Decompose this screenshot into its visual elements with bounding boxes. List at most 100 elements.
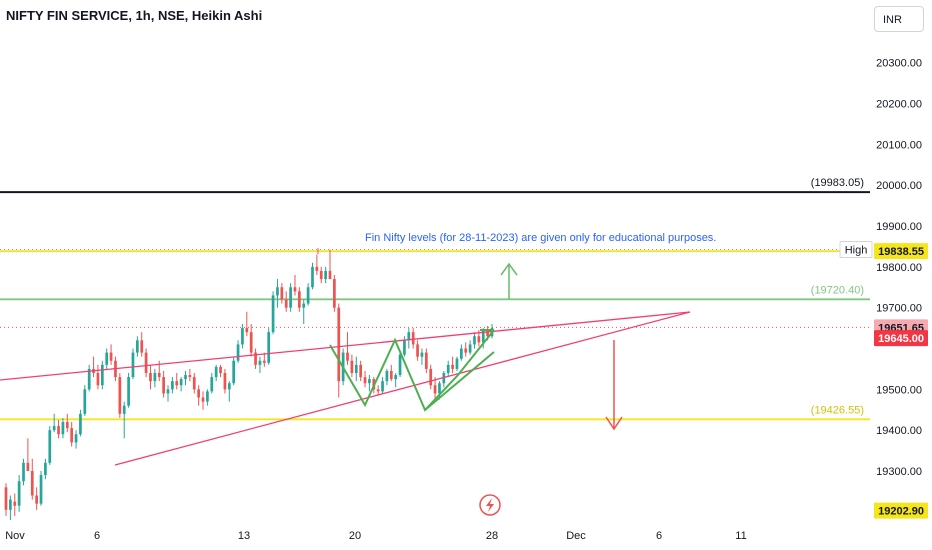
candle (337, 303, 341, 398)
x-tick-label: 6 (656, 530, 662, 542)
candle (254, 348, 257, 369)
x-tick-label: 28 (486, 530, 498, 542)
candle (468, 340, 472, 355)
candle (131, 348, 135, 380)
price-badge: 19202.90 (874, 502, 928, 519)
candle (359, 360, 363, 382)
candle (44, 458, 47, 480)
flash-icon[interactable] (479, 494, 501, 516)
candle (210, 373, 214, 394)
x-tick-label: Nov (5, 530, 25, 542)
candle (232, 356, 236, 386)
candle (13, 493, 17, 516)
levels-layer: (19983.05) (19720.40) (19426.55) (0, 177, 870, 421)
candle (9, 495, 12, 520)
candle (411, 328, 415, 349)
level-label: (19983.05) (811, 177, 864, 189)
candle (385, 368, 389, 386)
candle (429, 364, 433, 390)
candle (171, 377, 174, 394)
candle (381, 377, 384, 394)
candle (376, 385, 380, 396)
candle (127, 373, 130, 408)
candle (92, 356, 95, 378)
candle (267, 328, 271, 365)
chart-annotation: Fin Nifty levels (for 28-11-2023) are gi… (365, 232, 716, 244)
candle (223, 368, 227, 394)
wedge-lower-line (114, 311, 691, 466)
candle (258, 356, 262, 373)
candle (284, 291, 288, 312)
candle (166, 385, 170, 402)
candle (464, 342, 468, 357)
candle (403, 336, 406, 357)
y-tick-label: 19500.00 (876, 384, 922, 396)
candle (302, 299, 306, 324)
y-tick-label: 20100.00 (876, 139, 922, 151)
candle (149, 364, 152, 390)
candle (280, 283, 284, 304)
candle (122, 401, 126, 439)
candle (416, 340, 419, 361)
candle (306, 283, 310, 306)
candle (79, 409, 82, 437)
candle (48, 426, 52, 465)
candle (39, 471, 43, 506)
y-axis: 20300.00 20200.00 20100.00 20000.00 19900.00… (876, 58, 922, 519)
candle (389, 364, 393, 382)
candle (30, 458, 34, 500)
y-tick-label: 20000.00 (876, 180, 922, 192)
price-badge: 19838.55 (874, 243, 928, 260)
candle (245, 311, 249, 337)
x-tick-label: 6 (94, 530, 100, 542)
candle (17, 475, 21, 512)
candle (83, 385, 87, 416)
price-badge-label: High (845, 244, 868, 256)
candle (65, 413, 69, 433)
candle (70, 422, 74, 447)
candle (118, 373, 122, 418)
candle (319, 266, 323, 284)
candle (289, 283, 292, 312)
price-badge-value: 19645.00 (878, 333, 924, 345)
candle (262, 352, 266, 367)
candle (473, 332, 476, 349)
candle (236, 340, 240, 363)
candle (350, 354, 354, 378)
candle (22, 458, 25, 486)
price-badge-value: 19202.90 (878, 506, 924, 518)
candle (162, 370, 165, 398)
candle (61, 417, 65, 439)
candle (192, 373, 196, 394)
candles-layer (4, 249, 494, 520)
y-tick-label: 20200.00 (876, 99, 922, 111)
currency-selector[interactable]: INR (874, 6, 924, 32)
candle (459, 344, 463, 361)
chart-title: NIFTY FIN SERVICE, 1h, NSE, Heikin Ashi (6, 8, 263, 23)
candle (438, 381, 441, 400)
candle (354, 356, 358, 382)
candle (206, 389, 209, 406)
x-axis: Nov 6 13 20 28 Dec 6 11 (5, 530, 746, 542)
candle (297, 287, 301, 312)
candle (442, 370, 446, 388)
candle (271, 291, 275, 335)
candle (293, 275, 297, 296)
candle (227, 381, 231, 402)
x-tick-label: 13 (238, 530, 250, 542)
y-tick-label: 20300.00 (876, 58, 922, 70)
wedge-upper-line (0, 311, 691, 381)
candle (87, 364, 91, 392)
candle (57, 419, 60, 439)
candle (276, 279, 279, 308)
candle (153, 368, 157, 388)
candle (52, 413, 56, 433)
candle (398, 352, 402, 378)
pattern-support (424, 351, 495, 411)
arrow-down (605, 340, 623, 431)
candle (144, 348, 148, 378)
candle (26, 438, 30, 471)
y-tick-label: 19700.00 (876, 303, 922, 315)
level-label: (19426.55) (811, 404, 864, 416)
